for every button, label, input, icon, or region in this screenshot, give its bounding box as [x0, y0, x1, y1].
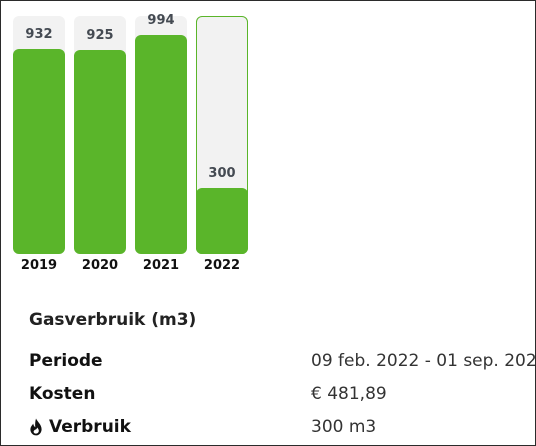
- detail-value-periode: 09 feb. 2022 - 01 sep. 2022: [311, 351, 536, 371]
- bar-2022[interactable]: 300: [196, 16, 248, 254]
- bar-2021[interactable]: 994: [135, 13, 187, 254]
- section-title: Gasverbruik (m3): [29, 310, 197, 330]
- yearly-usage-bar-chart: 932 2019 925 2020 994 2021 300 2022: [1, 1, 536, 291]
- x-tick-label: 2022: [203, 258, 241, 273]
- bar-fill: [13, 49, 65, 254]
- detail-value-kosten: € 481,89: [311, 384, 387, 404]
- bar-value-label: 932: [25, 27, 53, 42]
- flame-icon: [30, 418, 42, 436]
- bar-value-label: 300: [208, 166, 236, 181]
- detail-row-kosten: Kosten € 481,89: [29, 384, 529, 410]
- x-tick-label: 2021: [142, 258, 180, 273]
- detail-row-verbruik: Verbruik 300 m3: [29, 417, 529, 443]
- bar-value-label: 994: [147, 13, 175, 28]
- bar-2020[interactable]: 925: [74, 16, 126, 254]
- x-tick-label: 2020: [81, 258, 119, 273]
- detail-label-verbruik: Verbruik: [49, 417, 131, 437]
- detail-label-periode: Periode: [29, 351, 103, 371]
- bar-value-label: 925: [86, 28, 114, 43]
- bar-fill: [196, 188, 248, 254]
- bar-fill: [74, 50, 126, 254]
- detail-value-verbruik: 300 m3: [311, 417, 377, 437]
- x-tick-label: 2019: [20, 258, 58, 273]
- detail-label-kosten: Kosten: [29, 384, 96, 404]
- detail-row-periode: Periode 09 feb. 2022 - 01 sep. 2022: [29, 351, 536, 377]
- bar-2019[interactable]: 932: [13, 16, 65, 254]
- bar-fill: [135, 35, 187, 254]
- detail-label-verbruik-wrap: Verbruik: [29, 417, 131, 437]
